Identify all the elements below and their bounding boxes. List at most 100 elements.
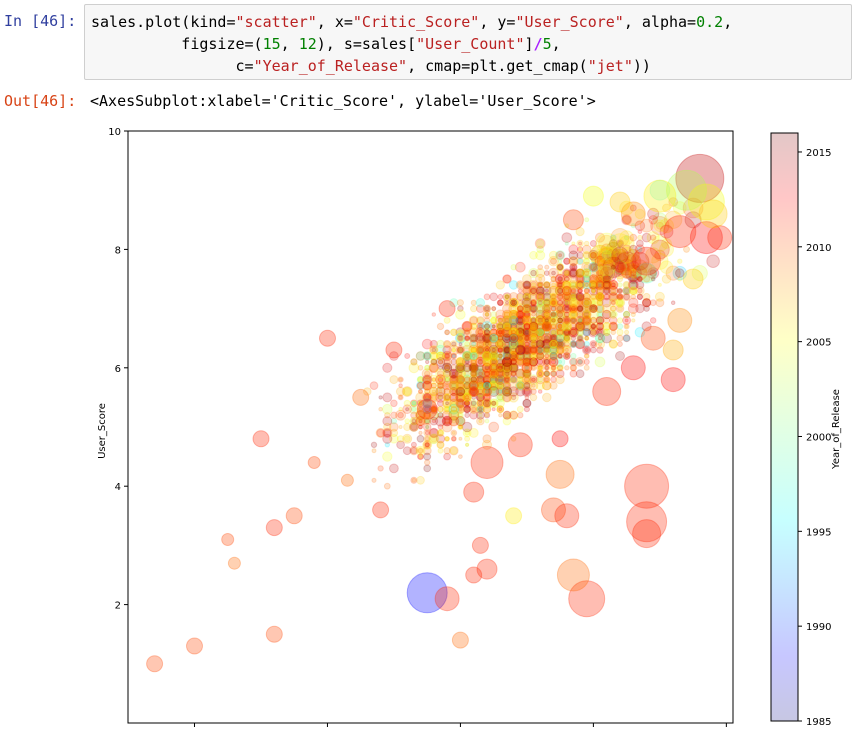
scatter-point	[618, 295, 621, 298]
scatter-point	[512, 378, 515, 381]
scatter-point	[610, 312, 616, 318]
scatter-point	[591, 342, 595, 346]
scatter-point	[650, 318, 656, 324]
y-tick-label: 8	[115, 245, 121, 256]
scatter-point	[550, 353, 556, 359]
scatter-point	[577, 240, 583, 246]
scatter-point	[623, 335, 630, 342]
scatter-point	[597, 288, 603, 294]
scatter-point	[565, 301, 569, 305]
scatter-point	[545, 265, 549, 269]
colorbar-ticks: 1985199019952000200520102015	[798, 148, 831, 728]
scatter-point	[383, 363, 392, 372]
scatter-point	[641, 326, 665, 350]
scatter-point	[516, 281, 524, 289]
scatter-point	[571, 353, 576, 358]
code-token: ))	[633, 57, 651, 75]
input-prompt: In [46]:	[4, 12, 76, 30]
scatter-point	[537, 299, 544, 306]
scatter-point	[570, 269, 578, 277]
scatter-point	[591, 324, 595, 328]
scatter-point	[664, 216, 696, 248]
scatter-point	[610, 192, 630, 212]
scatter-point	[456, 416, 465, 425]
scatter-point	[668, 308, 692, 332]
scatter-point	[578, 283, 581, 286]
code-token: sales.plot(kind=	[91, 13, 236, 31]
scatter-point	[476, 299, 484, 307]
scatter-point	[699, 200, 727, 228]
scatter-point	[605, 283, 608, 286]
scatter-point	[425, 443, 429, 447]
scatter-point	[484, 294, 490, 300]
scatter-point	[477, 559, 497, 579]
output-text: <AxesSubplot:xlabel='Critic_Score', ylab…	[90, 92, 596, 110]
scatter-point	[492, 325, 495, 328]
scatter-point	[545, 336, 549, 340]
scatter-point	[426, 360, 429, 363]
scatter-point	[506, 301, 509, 304]
scatter-point	[530, 281, 537, 288]
scatter-point	[676, 269, 685, 278]
scatter-point	[187, 638, 203, 654]
code-token: "jet"	[588, 57, 633, 75]
scatter-point	[582, 298, 591, 307]
code-token: "Critic_Score"	[353, 13, 479, 31]
code-token: "User_Count"	[416, 35, 524, 53]
code-token: , alpha=	[624, 13, 696, 31]
plot-area	[128, 131, 733, 723]
scatter-point	[585, 283, 589, 287]
scatter-point	[532, 366, 535, 369]
scatter-point	[545, 378, 549, 382]
colorbar-tick-label: 1985	[806, 717, 831, 728]
scatter-point	[523, 399, 531, 407]
scatter-point	[563, 210, 583, 230]
scatter-point	[509, 346, 518, 355]
scatter-point	[623, 316, 631, 324]
scatter-point	[564, 318, 569, 323]
scatter-point	[630, 234, 637, 241]
scatter-point	[557, 306, 563, 312]
scatter-point	[545, 319, 548, 322]
scatter-point	[577, 294, 584, 301]
scatter-point	[539, 278, 542, 281]
scatter-point	[564, 306, 569, 311]
scatter-point	[465, 413, 470, 418]
scatter-point	[286, 508, 302, 524]
scatter-point	[497, 406, 504, 413]
scatter-point	[504, 383, 510, 389]
scatter-point	[452, 632, 468, 648]
scatter-point	[597, 282, 603, 288]
scatter-point	[578, 319, 581, 322]
scatter-point	[511, 265, 516, 270]
scatter-point	[549, 340, 557, 348]
scatter-point	[498, 300, 503, 305]
scatter-point	[617, 288, 622, 293]
scatter-point	[470, 388, 477, 395]
colorbar-tick-label: 2000	[806, 432, 831, 443]
scatter-point	[405, 419, 410, 424]
scatter-point	[563, 287, 571, 295]
scatter-point	[604, 329, 610, 335]
scatter-point	[570, 370, 577, 377]
scatter-point	[530, 394, 537, 401]
scatter-point	[445, 330, 449, 334]
scatter-point	[403, 447, 411, 455]
scatter-point	[597, 300, 603, 306]
scatter-point	[584, 359, 589, 364]
scatter-point	[489, 422, 499, 432]
scatter-point	[372, 478, 376, 482]
scatter-point	[266, 520, 282, 536]
scatter-point	[450, 381, 459, 390]
scatter-point	[544, 306, 549, 311]
code-cell[interactable]: sales.plot(kind="scatter", x="Critic_Sco…	[84, 4, 852, 80]
scatter-point	[411, 359, 417, 365]
scatter-point	[658, 283, 661, 286]
scatter-point	[378, 466, 383, 471]
scatter-point	[611, 306, 617, 312]
scatter-point	[515, 262, 525, 272]
scatter-point	[585, 336, 589, 340]
scatter-point	[556, 370, 564, 378]
scatter-point	[341, 474, 353, 486]
scatter-point	[544, 282, 550, 288]
